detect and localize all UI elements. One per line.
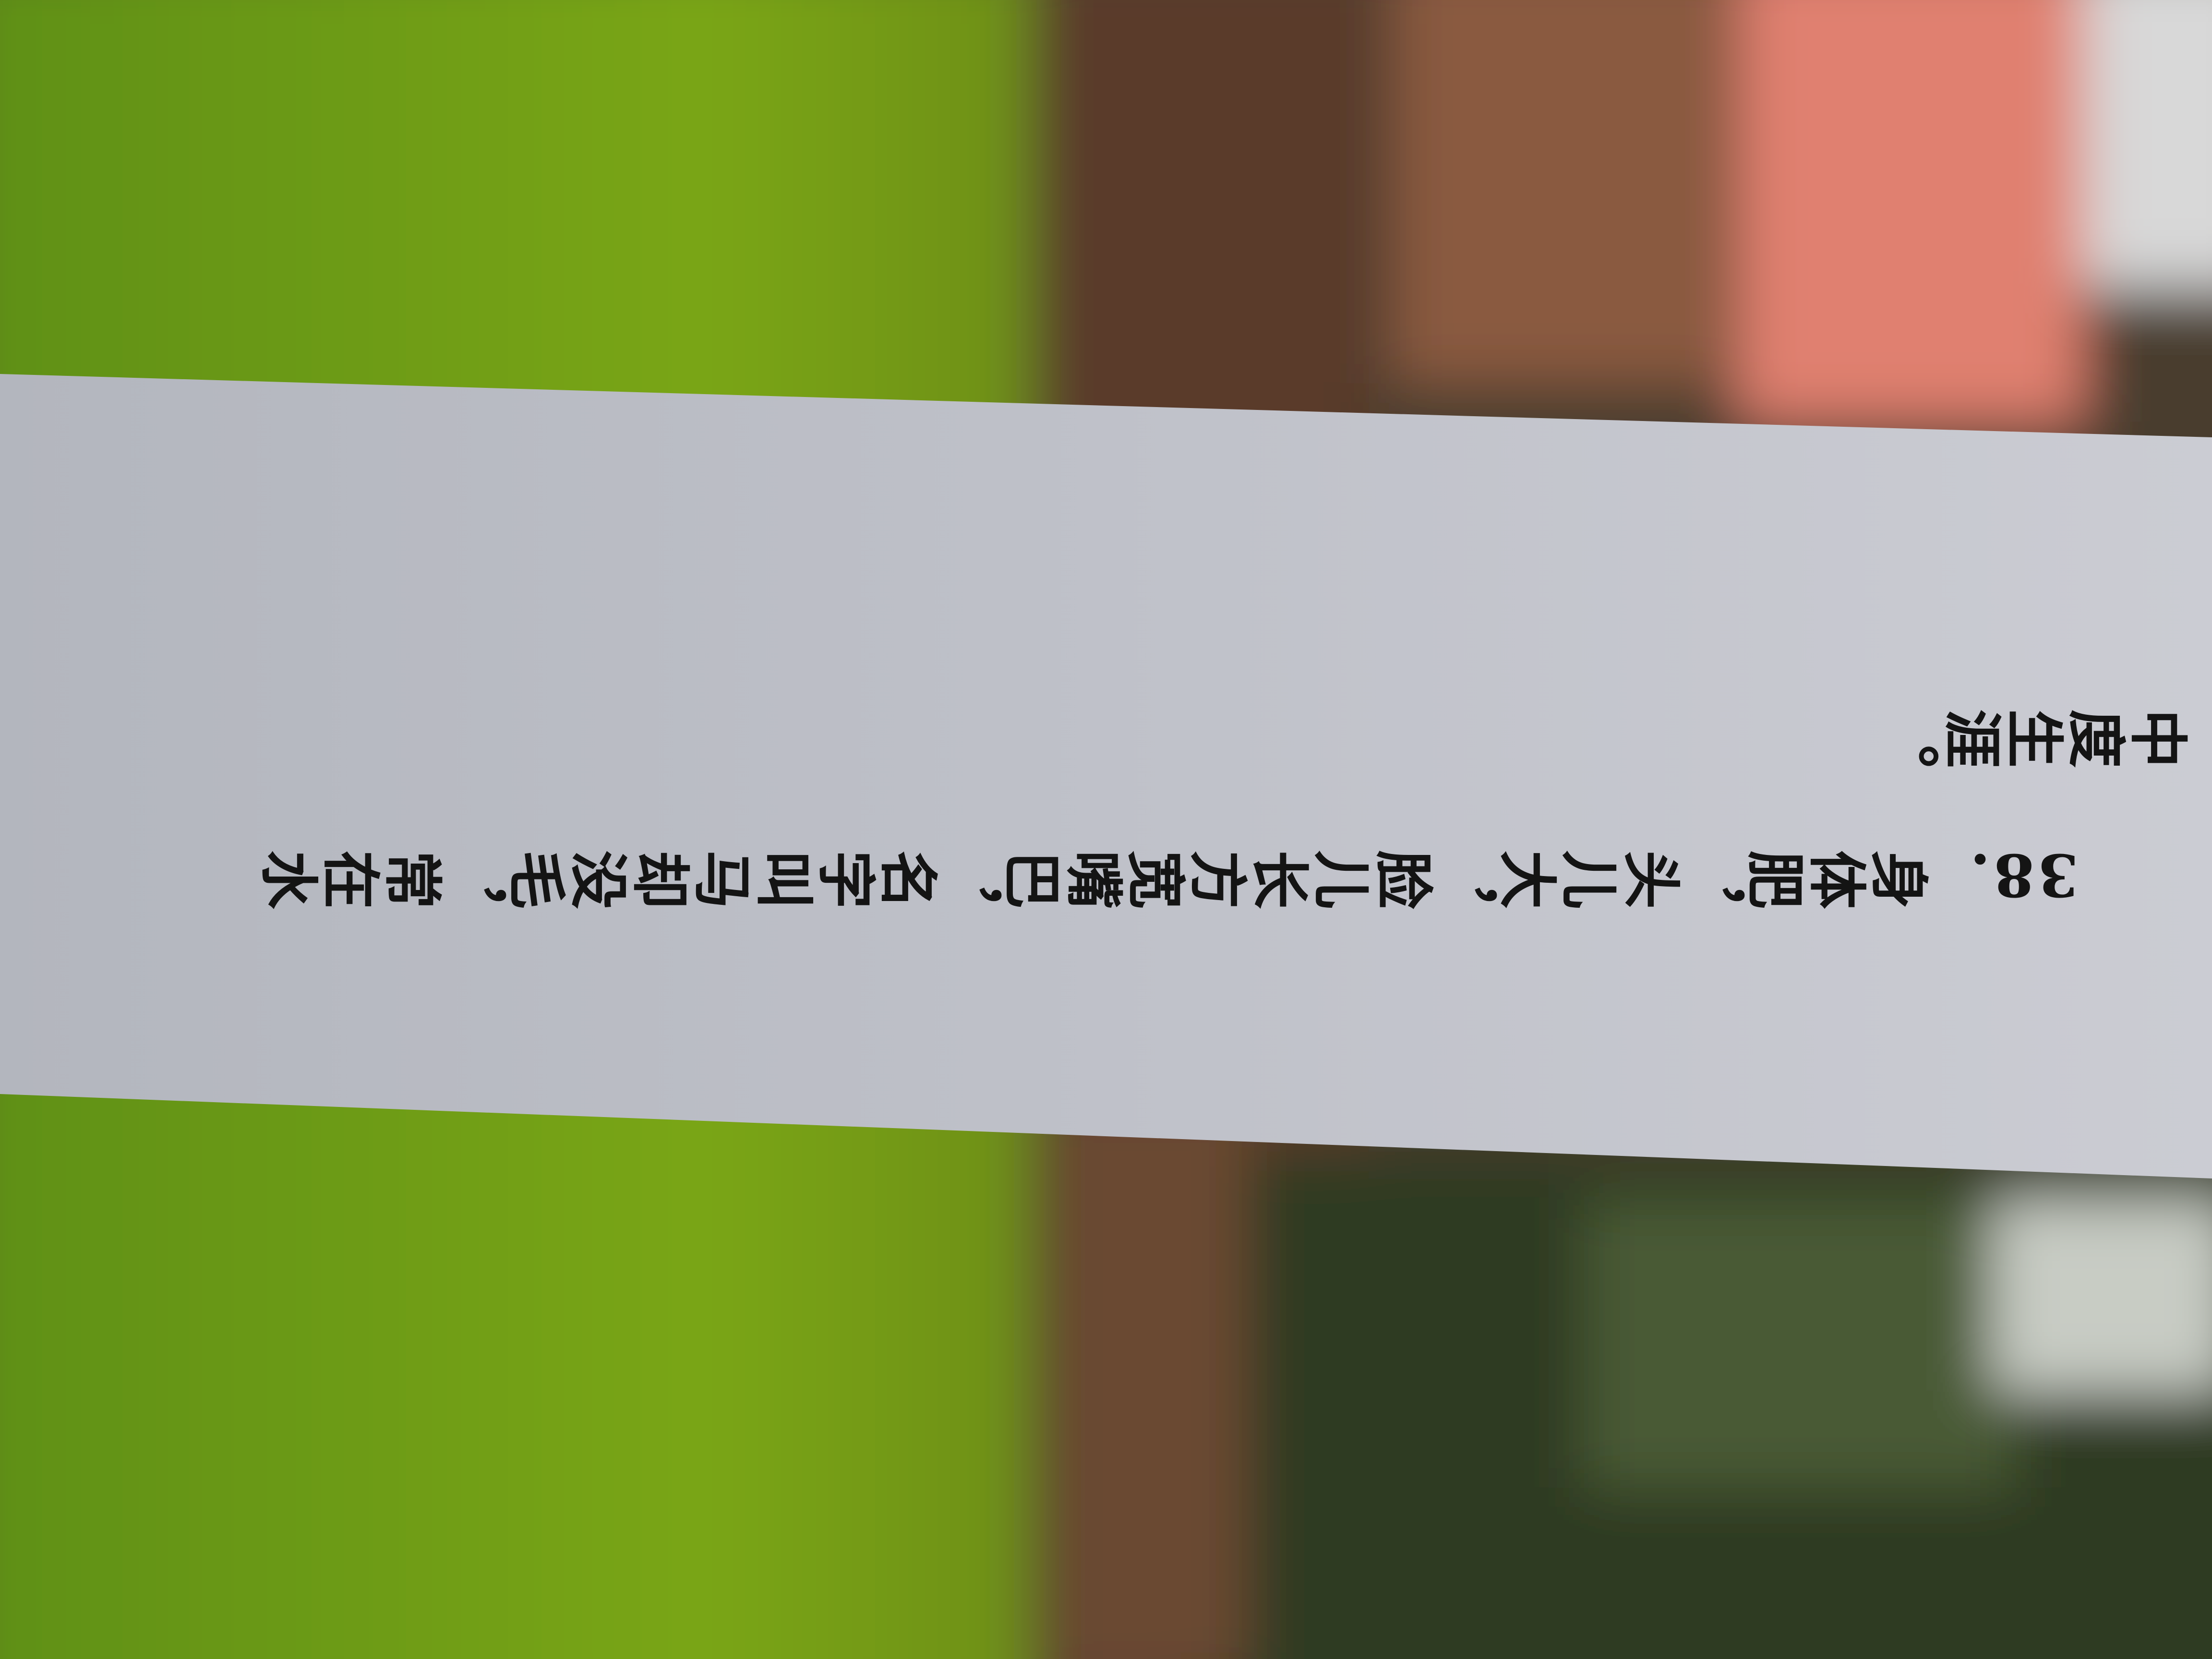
- strip-text: 38. 身体肥，头儿大，脸儿长方宽嘴巴，名字叫马却没毛，常在水 中度生涯。: [62, 663, 2189, 946]
- item-number: 38.: [1966, 841, 2079, 910]
- paper-strip: [0, 374, 2212, 1178]
- text-line: 身体肥，头儿大，脸儿长方宽嘴巴，名字叫马却没毛，常在水: [258, 841, 1930, 910]
- text-line: 中度生涯。: [1879, 699, 2189, 769]
